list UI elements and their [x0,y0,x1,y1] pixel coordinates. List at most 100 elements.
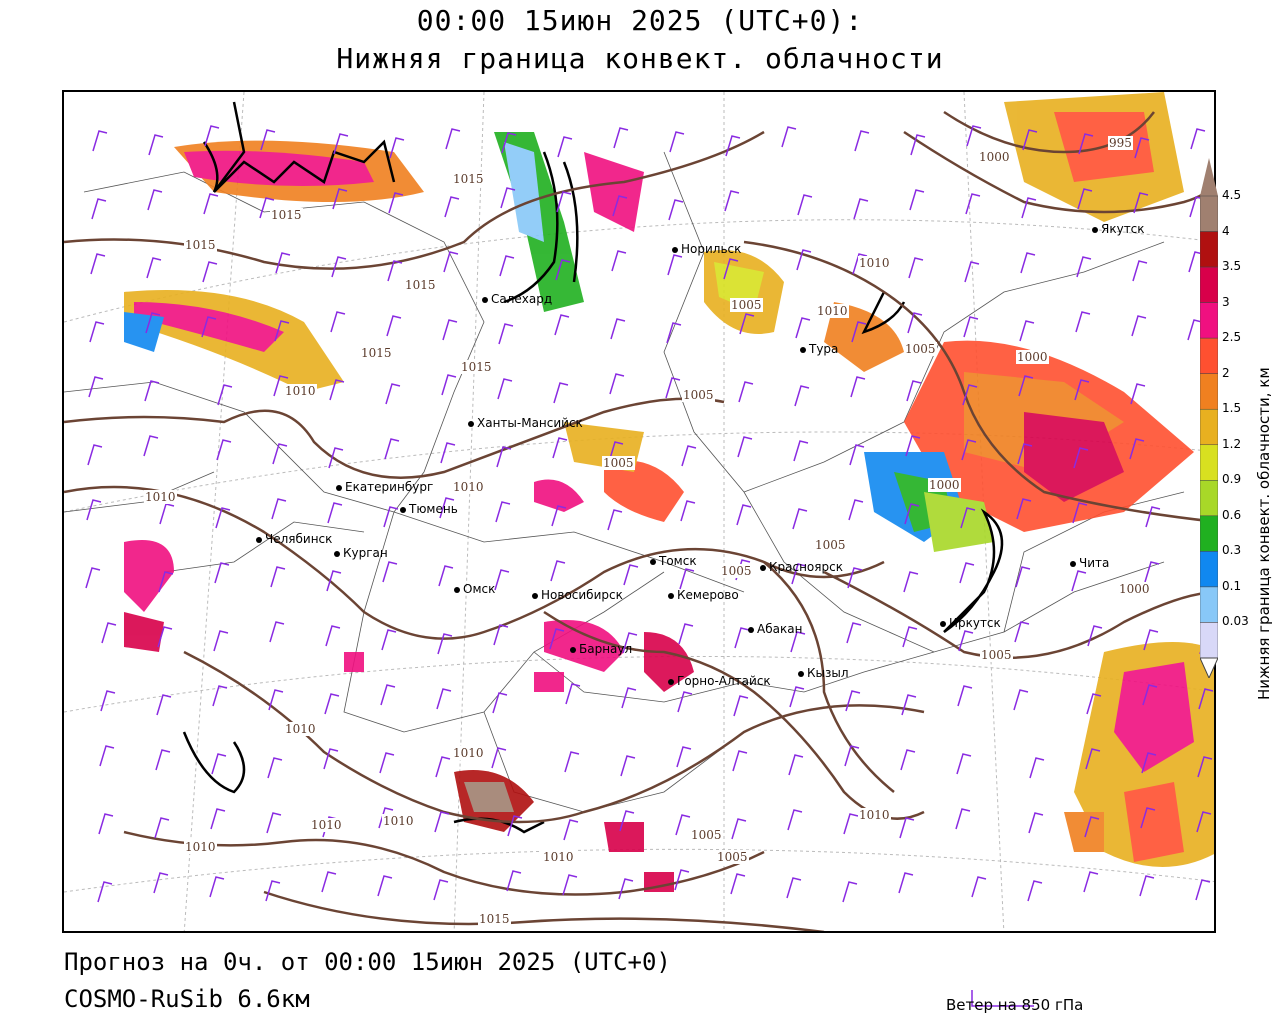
wind-barb [668,199,684,221]
wind-barb [797,194,813,216]
wind-barb [445,128,461,150]
wind-barb [500,187,516,209]
wind-barb [437,633,453,655]
wind-barb [273,375,289,397]
wind-barb [89,321,105,343]
wind-barb [786,877,802,899]
wind-barb [387,260,403,282]
wind-barb [1129,438,1145,460]
isobar-label: 1010 [382,814,415,828]
city-novosibirsk: Новосибирск [532,588,623,602]
city-kemerovo: Кемерово [668,588,739,602]
isobar-label: 1005 [716,850,749,864]
wind-barb [955,808,971,830]
wind-barb [212,685,228,707]
city-kurgan: Курган [334,546,388,560]
wind-barb [1130,383,1146,405]
wind-barb [494,569,510,591]
wind-barb [788,754,804,776]
wind-barb [497,378,513,400]
wind-barb [146,257,162,279]
isobar-label: 1005 [682,388,715,402]
isobar-label: 1015 [452,172,485,186]
wind-barb [327,502,343,524]
wind-barb [562,874,578,896]
wind-barb [507,815,523,837]
wind-barb [434,811,450,833]
wind-barb [158,571,174,593]
wind-barb [214,562,230,584]
city-abakan: Абакан [748,622,802,636]
isobar-label: 1000 [978,150,1011,164]
wind-barb [738,381,754,403]
wind-barb [676,746,692,768]
wind-barb [1083,871,1099,893]
wind-barb [609,373,625,395]
colorbar-segment [1200,231,1218,268]
wind-barb [381,629,397,651]
isobar-label: 1005 [904,342,937,356]
wind-barb [731,818,747,840]
colorbar-segment [1200,622,1218,659]
colorbar-tick-label: 1.2 [1222,436,1242,451]
city-kyzyl: Кызыл [798,666,849,680]
wind-barb [268,689,284,711]
wind-barb [679,568,695,590]
isobar-label: 1010 [858,256,891,270]
wind-barb [612,195,628,217]
wind-barb [1140,807,1156,829]
wind-barb [442,319,458,341]
colorbar-segment [1200,373,1218,410]
wind-barb [266,812,282,834]
wind-barb [1197,756,1213,778]
wind-barb [382,561,398,583]
wind-barb [144,380,160,402]
wind-barb [733,695,749,717]
wind-barb [898,872,914,894]
wind-barb [386,315,402,337]
wind-barb [496,446,512,468]
wind-barb [1087,625,1103,647]
wind-barb [622,632,638,654]
isobar-label: 1010 [144,490,177,504]
wind-barb [1133,192,1149,214]
wind-barb [903,571,919,593]
wind-barb [1131,315,1147,337]
colorbar-tick-label: 4 [1222,223,1230,238]
wind-barb [555,259,571,281]
wind-barb [971,876,987,898]
wind-barb [326,570,342,592]
wind-barb [551,505,567,527]
wind-barb [330,311,346,333]
wind-barb [736,504,752,526]
wind-barb [267,757,283,779]
wind-barb [269,621,285,643]
colorbar-tick-label: 3 [1222,294,1230,309]
wind-barb [557,136,573,158]
wind-barb [739,313,755,335]
wind-barb [98,813,114,835]
wind-barb [1196,811,1212,833]
wind-barb [787,809,803,831]
colorbar-tick-label: 4.5 [1222,188,1242,202]
wind-barb [734,627,750,649]
isobar-label: 1010 [858,808,891,822]
wind-barb [906,380,922,402]
colorbar-bottom-arrow [1200,657,1218,678]
isobar-label: 1000 [1016,350,1049,364]
wind-barb [677,691,693,713]
isobar-label: 1015 [478,912,511,926]
colorbar-segment [1200,480,1218,517]
wind-barb [1029,757,1045,779]
wind-barb [610,318,626,340]
isobar-label: 1005 [730,298,763,312]
wind-barb [1019,320,1035,342]
wind-barb [961,439,977,461]
city-krasnoyarsk: Красноярск [760,560,843,574]
wind-barb [565,683,581,705]
wind-barb [724,190,740,212]
colorbar-segment [1200,337,1218,374]
wind-barb [506,870,522,892]
wind-barb [441,374,457,396]
wind-barb [204,125,220,147]
